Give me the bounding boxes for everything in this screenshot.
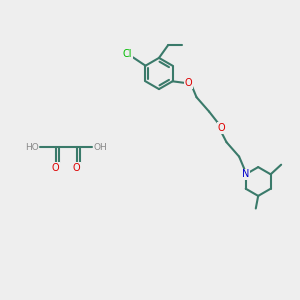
Text: OH: OH xyxy=(94,142,107,152)
Text: Cl: Cl xyxy=(123,49,132,59)
Text: N: N xyxy=(242,169,249,179)
Text: O: O xyxy=(52,163,59,173)
Text: O: O xyxy=(184,78,192,88)
Text: O: O xyxy=(73,163,80,173)
Text: HO: HO xyxy=(25,142,38,152)
Text: N: N xyxy=(242,169,249,179)
Text: O: O xyxy=(217,123,225,133)
